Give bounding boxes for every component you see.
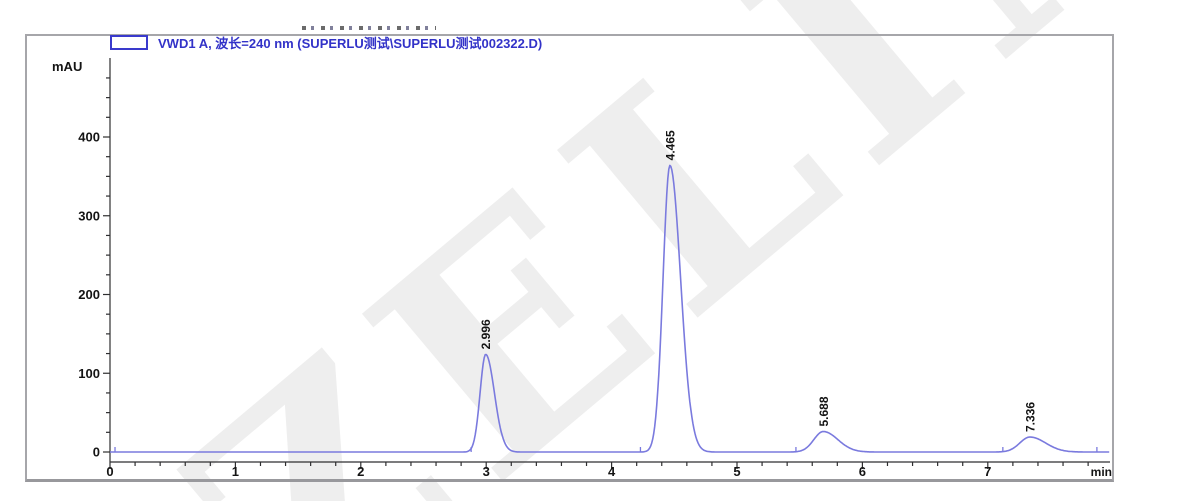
x-tick-label: 7	[984, 464, 991, 479]
peak-label: 7.336	[1023, 402, 1037, 432]
x-tick-label: 5	[733, 464, 740, 479]
x-tick-label: 6	[859, 464, 866, 479]
peak-label: 5.688	[817, 396, 831, 426]
legend: VWD1 A, 波长=240 nm (SUPERLU测试\SUPERLU测试00…	[110, 33, 542, 52]
chart-frame	[25, 34, 1114, 482]
x-tick-label: 3	[483, 464, 490, 479]
y-tick-label: 400	[78, 130, 100, 145]
peak-label: 4.465	[663, 130, 677, 160]
x-tick-label: 0	[106, 464, 113, 479]
legend-label: VWD1 A, 波长=240 nm (SUPERLU测试\SUPERLU测试00…	[158, 36, 543, 51]
clipped-text-remnant	[302, 26, 436, 30]
x-tick-label: 4	[608, 464, 616, 479]
y-axis-unit-label: mAU	[52, 59, 82, 74]
legend-swatch	[110, 35, 148, 50]
x-tick-label: 1	[232, 464, 239, 479]
x-axis-unit-label: min	[1091, 465, 1112, 479]
y-tick-label: 0	[93, 445, 100, 460]
peak-label: 2.996	[479, 319, 493, 349]
y-tick-label: 200	[78, 287, 100, 302]
y-tick-label: 300	[78, 208, 100, 223]
x-tick-label: 2	[357, 464, 364, 479]
y-tick-label: 100	[78, 366, 100, 381]
signal-trace	[110, 164, 1110, 453]
